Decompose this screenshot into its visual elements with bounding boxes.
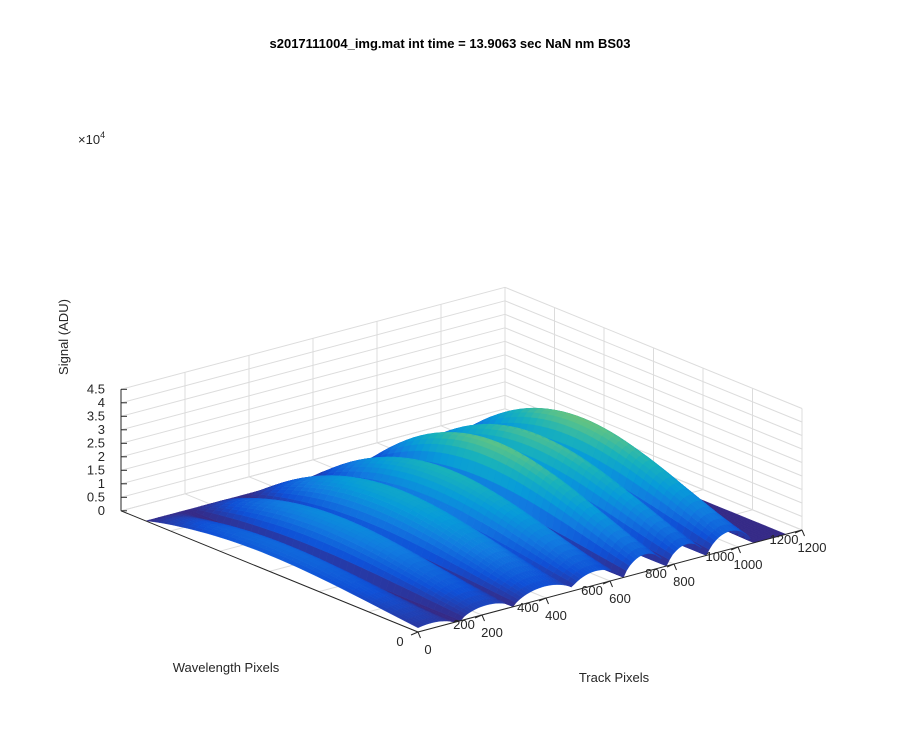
x-tick-label: 400 (545, 608, 567, 623)
grid-line (504, 313, 803, 436)
grid-line (504, 367, 803, 490)
y-axis-label: Wavelength Pixels (173, 660, 280, 675)
z-tick-label: 4 (98, 395, 105, 410)
y-tick-mark (410, 631, 419, 636)
grid-line (504, 327, 803, 450)
x-tick-mark (609, 580, 613, 588)
z-tick-label: 3 (98, 422, 105, 437)
grid-line (120, 300, 506, 404)
x-tick-mark (481, 614, 485, 622)
x-tick-label: 200 (481, 625, 503, 640)
x-tick-label: 600 (609, 591, 631, 606)
x-tick-label: 1000 (734, 557, 763, 572)
grid-line (504, 286, 803, 409)
z-axis-label: Signal (ADU) (56, 299, 71, 375)
y-tick-label: 200 (453, 617, 475, 632)
z-tick-label: 0 (98, 503, 105, 518)
grid-line (120, 408, 506, 512)
y-tick-label: 0 (396, 634, 403, 649)
grid-line (504, 381, 803, 504)
grid-line (504, 340, 803, 463)
grid-line (120, 340, 506, 444)
y-tick-label: 1000 (706, 549, 735, 564)
x-axis-label: Track Pixels (579, 670, 650, 685)
grid-line (120, 394, 506, 498)
grid-line (504, 354, 803, 477)
x-tick-mark (673, 563, 677, 571)
x-tick-mark (417, 631, 421, 639)
grid-line (120, 367, 506, 471)
y-tick-label: 600 (581, 583, 603, 598)
x-tick-label: 800 (673, 574, 695, 589)
grid-line (120, 313, 506, 417)
z-tick-label: 3.5 (87, 408, 105, 423)
grid-line (120, 327, 506, 431)
grid-line (504, 300, 803, 423)
grid-line (120, 354, 506, 458)
y-tick-label: 400 (517, 600, 539, 615)
x-tick-mark (801, 529, 805, 537)
z-exponent-power: 4 (100, 130, 105, 140)
z-tick-label: 4.5 (87, 381, 105, 396)
z-tick-label: 1 (98, 476, 105, 491)
z-exponent-label: ×104 (78, 130, 105, 147)
x-tick-label: 0 (424, 642, 431, 657)
y-tick-label: 1200 (770, 532, 799, 547)
z-tick-label: 2.5 (87, 435, 105, 450)
z-tick-label: 0.5 (87, 489, 105, 504)
z-tick-label: 1.5 (87, 462, 105, 477)
x-tick-mark (737, 546, 741, 554)
grid-line (120, 381, 506, 485)
chart-title: s2017111004_img.mat int time = 13.9063 s… (270, 36, 631, 51)
grid-line (120, 286, 506, 390)
surface-mesh (145, 407, 787, 629)
z-tick-label: 2 (98, 449, 105, 464)
x-tick-mark (545, 597, 549, 605)
x-tick-label: 1200 (798, 540, 827, 555)
y-tick-label: 800 (645, 566, 667, 581)
z-exponent-base: ×10 (78, 132, 100, 147)
